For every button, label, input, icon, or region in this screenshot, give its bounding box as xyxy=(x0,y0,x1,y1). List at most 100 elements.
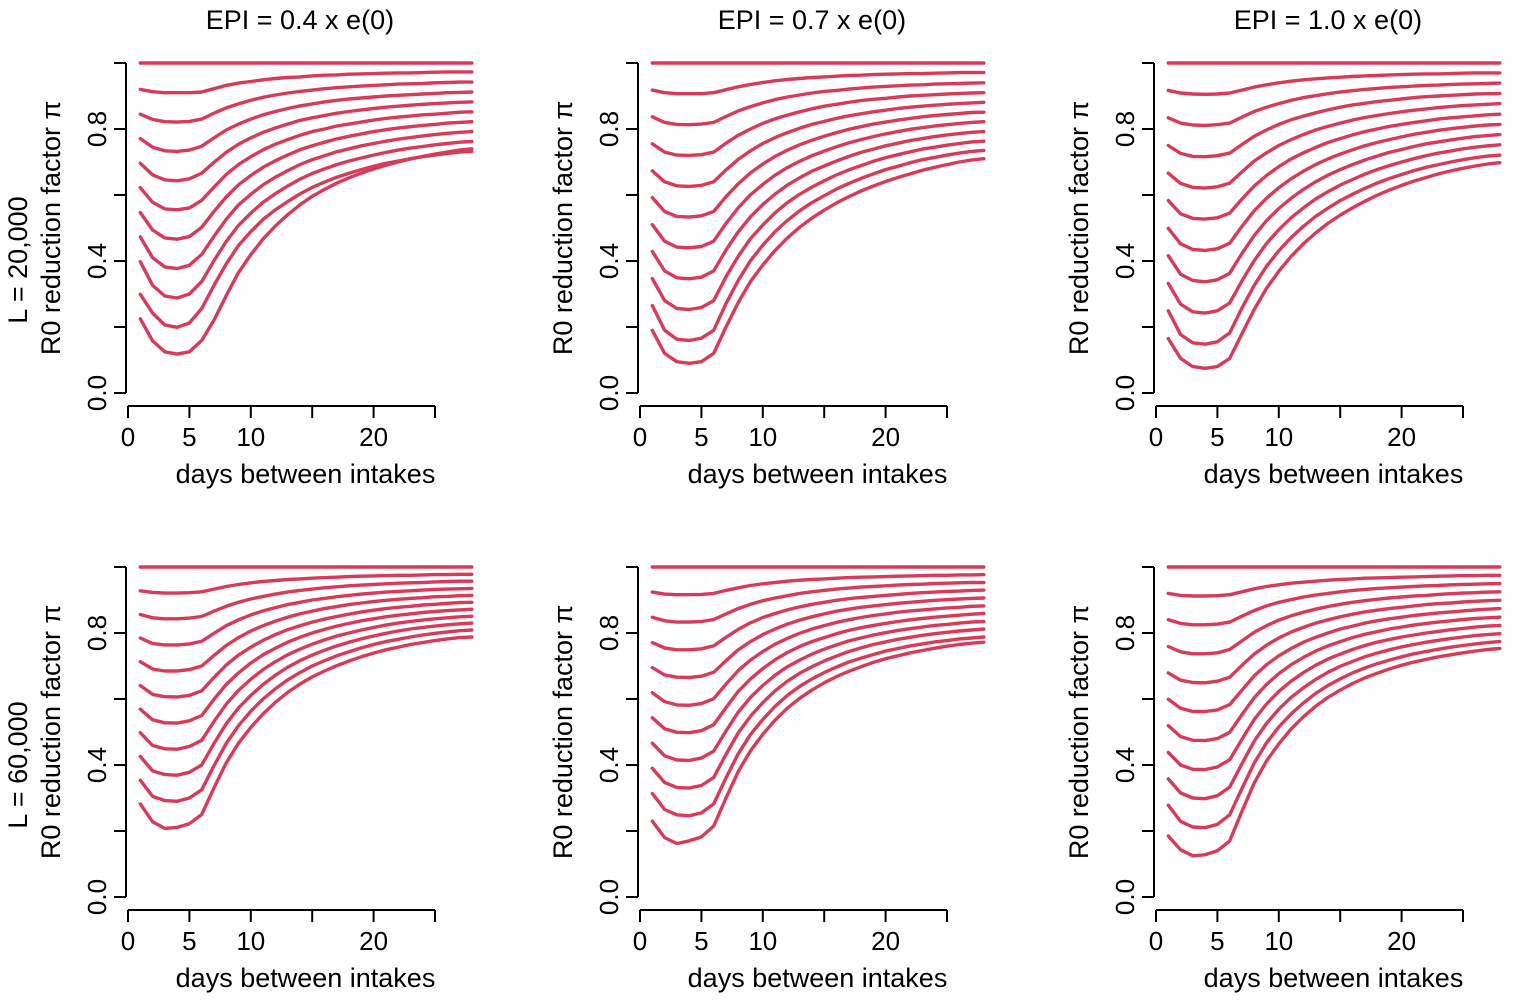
series-line-3 xyxy=(138,586,474,647)
series-line-5 xyxy=(650,604,986,707)
x-axis-label: days between intakes xyxy=(688,459,948,489)
y-tick-label: 0.8 xyxy=(1110,615,1140,651)
series-line-3 xyxy=(650,588,986,652)
series-line-7 xyxy=(138,129,474,271)
y-tick-label: 0.4 xyxy=(594,747,624,783)
series-line-10 xyxy=(650,157,986,365)
y-tick-label: 0.8 xyxy=(82,615,112,651)
x-tick-label: 0 xyxy=(1149,926,1163,956)
y-axis-label: R0 reduction factor π xyxy=(548,101,578,355)
y-axis-label: R0 reduction factor π xyxy=(1064,101,1094,355)
chart-title: EPI = 1.0 x e(0) xyxy=(1234,5,1422,35)
x-tick-label: 0 xyxy=(121,926,135,956)
series-line-3 xyxy=(650,91,986,158)
series-line-8 xyxy=(1166,632,1502,801)
series-line-10 xyxy=(1166,646,1502,858)
x-tick-label: 0 xyxy=(1149,422,1163,452)
series-line-1 xyxy=(1166,71,1502,96)
x-tick-label: 10 xyxy=(1264,926,1293,956)
x-tick-label: 20 xyxy=(359,926,388,956)
x-axis-label: days between intakes xyxy=(688,963,948,993)
series-line-8 xyxy=(650,139,986,312)
series-line-1 xyxy=(138,572,474,595)
series-line-9 xyxy=(650,148,986,343)
chart-panel-5: 0.0 0.4 0.8 R0 reduction factor π 0 5 10 20 days… xyxy=(1064,565,1502,993)
y-tick-label: 0.4 xyxy=(594,243,624,279)
series-line-5 xyxy=(1166,606,1502,714)
series-line-9 xyxy=(1166,153,1502,346)
series-line-10 xyxy=(138,147,474,356)
series-line-5 xyxy=(138,600,474,699)
y-tick-label: 0.4 xyxy=(82,747,112,783)
series-line-3 xyxy=(138,90,474,154)
y-tick-label: 0.8 xyxy=(594,615,624,651)
series-line-8 xyxy=(138,139,474,300)
series-line-2 xyxy=(650,580,986,624)
series-line-7 xyxy=(650,129,986,281)
x-tick-label: 20 xyxy=(359,422,388,452)
series-line-2 xyxy=(138,579,474,621)
chart-panel-0: EPI = 0.4 x e(0) 0.0 0.4 0.8 R0 reduction fa… xyxy=(36,5,474,489)
series-line-4 xyxy=(138,100,474,183)
x-tick-label: 20 xyxy=(1387,926,1416,956)
chart-panel-2: EPI = 1.0 x e(0) 0.0 0.4 0.8 R0 reduction fa… xyxy=(1064,5,1502,489)
chart-panel-1: EPI = 0.7 x e(0) 0.0 0.4 0.8 R0 reduction fa… xyxy=(548,5,986,489)
y-tick-label: 0.4 xyxy=(1110,747,1140,783)
series-line-6 xyxy=(138,607,474,725)
row-label-0: L = 20,000 xyxy=(3,196,33,323)
y-tick-label: 0.0 xyxy=(594,375,624,411)
x-tick-label: 10 xyxy=(1264,422,1293,452)
x-axis-label: days between intakes xyxy=(176,459,436,489)
series-line-4 xyxy=(650,596,986,680)
x-axis-label: days between intakes xyxy=(1204,963,1464,993)
x-tick-label: 5 xyxy=(1210,926,1224,956)
series-line-3 xyxy=(1166,91,1502,159)
series-line-7 xyxy=(1166,132,1502,284)
chart-title: EPI = 0.4 x e(0) xyxy=(206,5,394,35)
series-line-4 xyxy=(1166,101,1502,190)
series-line-1 xyxy=(650,70,986,96)
chart-title: EPI = 0.7 x e(0) xyxy=(718,5,906,35)
series-line-7 xyxy=(1166,623,1502,772)
series-line-2 xyxy=(1166,81,1502,128)
x-tick-label: 10 xyxy=(236,422,265,452)
y-axis-label: R0 reduction factor π xyxy=(36,101,66,355)
y-tick-label: 0.0 xyxy=(82,879,112,915)
series-line-4 xyxy=(650,100,986,189)
series-line-10 xyxy=(1166,161,1502,370)
series-line-5 xyxy=(1166,112,1502,221)
x-tick-label: 20 xyxy=(871,926,900,956)
series-line-6 xyxy=(650,120,986,250)
series-line-10 xyxy=(650,640,986,846)
x-tick-label: 10 xyxy=(748,926,777,956)
series-line-1 xyxy=(1166,573,1502,598)
y-axis-label: R0 reduction factor π xyxy=(1064,605,1094,859)
x-tick-label: 5 xyxy=(182,422,196,452)
series-line-4 xyxy=(1166,598,1502,685)
y-axis-label: R0 reduction factor π xyxy=(36,605,66,859)
series-line-5 xyxy=(650,110,986,219)
y-axis-label: R0 reduction factor π xyxy=(548,605,578,859)
series-line-5 xyxy=(138,110,474,212)
series-line-9 xyxy=(650,635,986,818)
series-line-9 xyxy=(138,628,474,803)
x-tick-label: 10 xyxy=(236,926,265,956)
series-line-1 xyxy=(650,572,986,597)
x-axis-label: days between intakes xyxy=(176,963,436,993)
series-line-7 xyxy=(650,619,986,763)
x-tick-label: 20 xyxy=(871,422,900,452)
series-line-2 xyxy=(650,81,986,127)
x-tick-label: 10 xyxy=(748,422,777,452)
series-line-6 xyxy=(1166,122,1502,253)
x-tick-label: 0 xyxy=(633,926,647,956)
chart-panel-4: 0.0 0.4 0.8 R0 reduction factor π 0 5 10 20 days… xyxy=(548,565,986,993)
y-tick-label: 0.8 xyxy=(594,111,624,147)
row-label-1: L = 60,000 xyxy=(3,701,33,828)
series-line-8 xyxy=(138,621,474,777)
series-line-2 xyxy=(138,80,474,124)
y-tick-label: 0.8 xyxy=(82,111,112,147)
y-tick-label: 0.0 xyxy=(1110,879,1140,915)
series-line-1 xyxy=(138,70,474,95)
y-tick-label: 0.0 xyxy=(82,375,112,411)
